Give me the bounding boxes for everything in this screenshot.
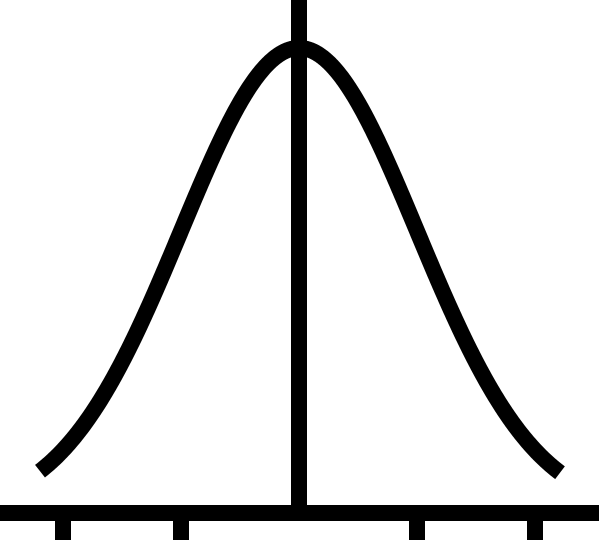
bell-curve [33,40,567,480]
